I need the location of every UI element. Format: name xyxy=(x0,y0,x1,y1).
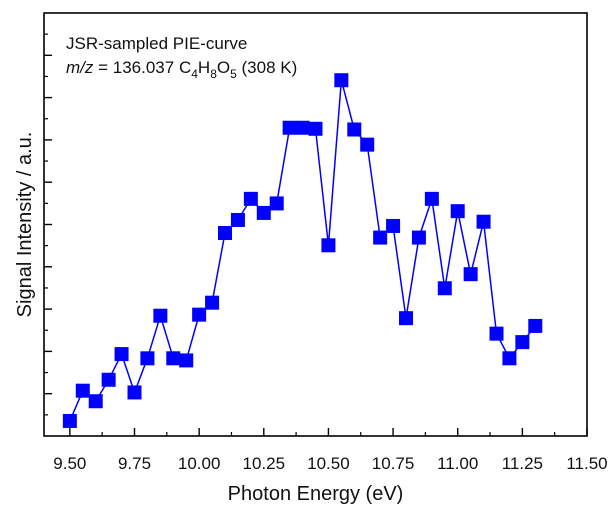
formula-temperature: (308 K) xyxy=(237,58,297,77)
data-point-marker xyxy=(230,212,245,227)
x-tick-label: 10.00 xyxy=(178,454,221,473)
y-axis-ticks xyxy=(44,33,52,416)
data-point-marker xyxy=(489,326,504,341)
data-point-marker xyxy=(502,351,517,366)
data-point-marker xyxy=(166,351,181,366)
data-point-marker xyxy=(269,196,284,211)
data-point-marker xyxy=(243,191,258,206)
x-tick-label: 10.75 xyxy=(372,454,415,473)
data-point-marker xyxy=(101,372,116,387)
data-point-marker xyxy=(282,120,297,135)
data-point-marker xyxy=(515,335,530,350)
data-point-marker xyxy=(347,122,362,137)
data-point-marker xyxy=(308,121,323,136)
x-tick-label: 11.25 xyxy=(502,454,543,473)
x-axis-tick-labels: 9.50 9.75 10.00 10.25 10.50 10.75 11.00 11.25 11… xyxy=(53,454,607,473)
data-point-marker xyxy=(179,353,194,368)
data-point-marker xyxy=(411,230,426,245)
x-axis-title: Photon Energy (eV) xyxy=(228,483,404,505)
data-point-marker xyxy=(218,225,232,240)
data-point-marker xyxy=(62,413,77,428)
data-point-marker xyxy=(373,230,388,245)
data-point-marker xyxy=(437,281,452,296)
x-tick-label: 11.50 xyxy=(566,454,607,473)
x-tick-label: 9.50 xyxy=(53,454,86,473)
annotation-line-2: m/z = 136.037 C4H8O5 (308 K) xyxy=(66,58,297,81)
formula-o-subscript: 5 xyxy=(230,67,237,81)
data-point-marker xyxy=(321,238,336,253)
data-point-marker xyxy=(463,267,478,282)
data-point-marker xyxy=(127,385,142,400)
x-axis-ticks xyxy=(69,428,588,436)
data-point-marker xyxy=(192,307,207,322)
data-point-marker xyxy=(386,218,401,233)
data-point-marker xyxy=(399,311,413,326)
x-tick-label: 10.25 xyxy=(243,454,286,473)
formula-c-subscript: 4 xyxy=(191,67,198,81)
data-point-marker xyxy=(295,120,310,135)
series-layer xyxy=(62,73,543,428)
data-point-marker xyxy=(424,191,439,206)
data-point-marker xyxy=(476,214,491,229)
x-tick-label: 10.50 xyxy=(307,454,350,473)
formula-h: H xyxy=(198,58,210,77)
data-point-marker xyxy=(528,318,543,333)
data-point-marker xyxy=(114,347,129,362)
mz-label: m/z xyxy=(66,58,94,77)
data-point-marker xyxy=(153,308,168,323)
data-point-marker xyxy=(360,137,375,152)
mz-value-label: = 136.037 C xyxy=(93,58,191,77)
data-point-marker xyxy=(205,295,220,310)
data-point-marker xyxy=(256,205,271,220)
x-tick-label: 9.75 xyxy=(118,454,151,473)
data-point-marker xyxy=(88,394,103,409)
data-point-marker xyxy=(140,351,155,366)
data-point-marker xyxy=(450,204,465,219)
data-point-marker xyxy=(75,383,90,398)
formula-h-subscript: 8 xyxy=(210,67,217,81)
formula-o: O xyxy=(217,58,230,77)
y-axis-title: Signal Intensity / a.u. xyxy=(14,132,36,318)
x-tick-label: 11.00 xyxy=(437,454,478,473)
annotation-line-1: JSR-sampled PIE-curve xyxy=(66,34,247,53)
data-point-marker xyxy=(334,73,349,88)
